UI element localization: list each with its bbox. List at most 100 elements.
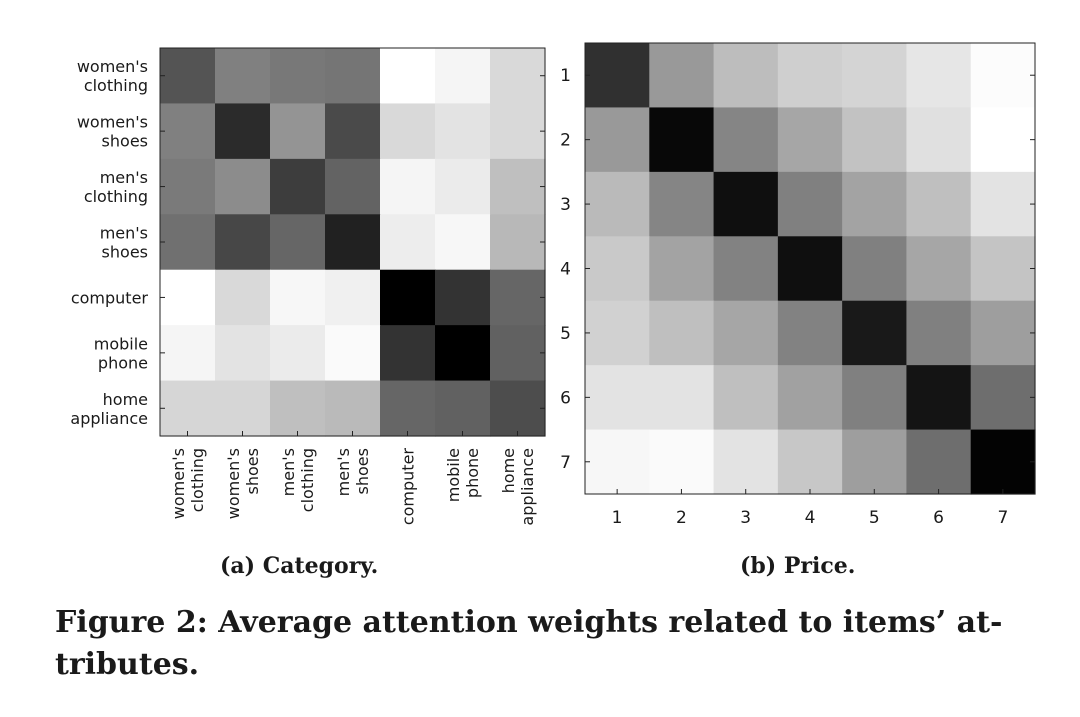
price-cell-r4-c3 xyxy=(713,236,779,302)
category-cell-r6-c7 xyxy=(490,325,546,382)
price-cell-r5-c7 xyxy=(970,300,1036,366)
price-cell-r3-c5 xyxy=(842,171,908,237)
price-cell-r1-c4 xyxy=(777,43,843,109)
category-cell-r3-c6 xyxy=(435,158,491,215)
price-y-tick-label: 5 xyxy=(560,324,571,344)
price-cell-r2-c1 xyxy=(585,107,650,173)
price-cell-r2-c7 xyxy=(970,107,1036,173)
category-y-tick-label: women's xyxy=(77,57,148,76)
category-cell-r7-c7 xyxy=(490,380,546,437)
price-cell-r4-c6 xyxy=(906,236,972,302)
category-cell-r4-c7 xyxy=(490,214,546,271)
price-cell-r1-c5 xyxy=(842,43,908,109)
category-cell-r5-c5 xyxy=(380,269,436,326)
category-cell-r5-c1 xyxy=(160,269,216,326)
price-cell-r4-c4 xyxy=(777,236,843,302)
category-cell-r2-c5 xyxy=(380,103,436,160)
price-cell-r7-c4 xyxy=(777,429,843,495)
category-y-tick-label: shoes xyxy=(102,132,148,151)
category-cell-r4-c6 xyxy=(435,214,491,271)
price-cell-r6-c2 xyxy=(649,365,715,431)
figure-caption-line-1: Figure 2: Average attention weights rela… xyxy=(55,605,1003,640)
category-cell-r4-c1 xyxy=(160,214,216,271)
price-y-tick-label: 3 xyxy=(560,195,571,215)
price-cell-r4-c5 xyxy=(842,236,908,302)
category-cell-r5-c6 xyxy=(435,269,491,326)
category-x-tick-label: women's xyxy=(224,448,243,519)
category-x-tick-label: men's xyxy=(334,448,353,496)
figure-caption: Figure 2: Average attention weights rela… xyxy=(55,602,1030,686)
price-cell-r5-c2 xyxy=(649,300,715,366)
category-cell-r4-c2 xyxy=(215,214,271,271)
category-cell-r1-c6 xyxy=(435,48,491,105)
price-x-tick-label: 5 xyxy=(869,508,880,528)
category-cell-r7-c5 xyxy=(380,380,436,437)
price-cell-r7-c3 xyxy=(713,429,779,495)
category-cell-r5-c2 xyxy=(215,269,271,326)
category-cell-r4-c4 xyxy=(325,214,381,271)
price-cell-r3-c2 xyxy=(649,171,715,237)
price-cell-r3-c6 xyxy=(906,171,972,237)
category-y-tick-label: phone xyxy=(98,353,148,372)
price-cell-r5-c4 xyxy=(777,300,843,366)
price-cell-r1-c6 xyxy=(906,43,972,109)
price-cell-r4-c2 xyxy=(649,236,715,302)
category-cell-r2-c4 xyxy=(325,103,381,160)
category-cell-r1-c5 xyxy=(380,48,436,105)
price-cell-r7-c1 xyxy=(585,429,650,495)
category-cell-r2-c2 xyxy=(215,103,271,160)
price-cell-r6-c3 xyxy=(713,365,779,431)
price-x-tick-label: 2 xyxy=(676,508,687,528)
price-cell-r6-c5 xyxy=(842,365,908,431)
price-cell-r5-c3 xyxy=(713,300,779,366)
category-cell-r3-c2 xyxy=(215,158,271,215)
category-cell-r4-c5 xyxy=(380,214,436,271)
price-cell-r2-c6 xyxy=(906,107,972,173)
price-cell-r6-c7 xyxy=(970,365,1036,431)
price-y-tick-label: 1 xyxy=(560,66,571,86)
price-x-tick-label: 6 xyxy=(933,508,944,528)
price-cell-r2-c3 xyxy=(713,107,779,173)
price-cell-r1-c2 xyxy=(649,43,715,109)
category-cell-r2-c3 xyxy=(270,103,326,160)
category-cell-r3-c5 xyxy=(380,158,436,215)
category-cell-r6-c1 xyxy=(160,325,216,382)
category-cell-r1-c7 xyxy=(490,48,546,105)
category-cell-r2-c6 xyxy=(435,103,491,160)
category-cell-r3-c7 xyxy=(490,158,546,215)
price-x-tick-label: 1 xyxy=(612,508,623,528)
price-cell-r1-c3 xyxy=(713,43,779,109)
price-cell-r2-c5 xyxy=(842,107,908,173)
price-cell-r5-c6 xyxy=(906,300,972,366)
category-x-tick-label: mobile xyxy=(444,448,463,502)
category-cell-r3-c3 xyxy=(270,158,326,215)
category-x-tick-label: home xyxy=(499,448,518,493)
category-cell-r1-c1 xyxy=(160,48,216,105)
price-cell-r3-c7 xyxy=(970,171,1036,237)
category-y-tick-label: home xyxy=(103,390,148,409)
category-cell-r6-c5 xyxy=(380,325,436,382)
category-cell-r1-c4 xyxy=(325,48,381,105)
figure-caption-line-2: tributes. xyxy=(55,647,200,682)
category-cell-r7-c1 xyxy=(160,380,216,437)
category-cell-r6-c2 xyxy=(215,325,271,382)
category-cell-r5-c4 xyxy=(325,269,381,326)
category-y-tick-label: computer xyxy=(71,288,149,307)
category-cell-r6-c4 xyxy=(325,325,381,382)
price-cell-r4-c7 xyxy=(970,236,1036,302)
category-x-tick-label: phone xyxy=(463,448,482,498)
category-y-tick-label: men's xyxy=(100,168,148,187)
price-cell-r6-c6 xyxy=(906,365,972,431)
category-cell-r5-c3 xyxy=(270,269,326,326)
price-cell-r7-c2 xyxy=(649,429,715,495)
category-cell-r2-c1 xyxy=(160,103,216,160)
category-x-tick-label: shoes xyxy=(243,448,262,494)
category-cell-r6-c6 xyxy=(435,325,491,382)
category-y-tick-label: appliance xyxy=(70,409,148,428)
price-cell-r5-c5 xyxy=(842,300,908,366)
category-x-tick-label: men's xyxy=(279,448,298,496)
price-cell-r1-c7 xyxy=(970,43,1036,109)
category-y-tick-label: men's xyxy=(100,224,148,243)
category-cell-r3-c1 xyxy=(160,158,216,215)
